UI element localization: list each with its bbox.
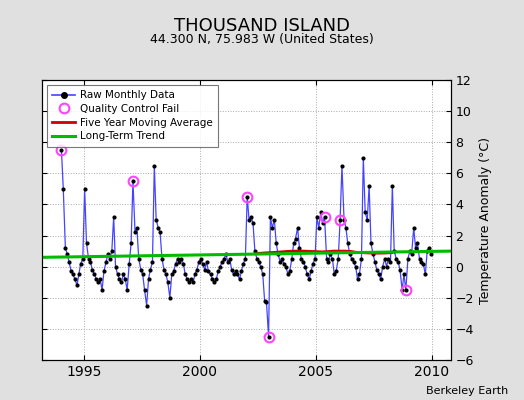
Text: 44.300 N, 75.983 W (United States): 44.300 N, 75.983 W (United States)	[150, 34, 374, 46]
Y-axis label: Temperature Anomaly (°C): Temperature Anomaly (°C)	[479, 136, 493, 304]
Text: Berkeley Earth: Berkeley Earth	[426, 386, 508, 396]
Legend: Raw Monthly Data, Quality Control Fail, Five Year Moving Average, Long-Term Tren: Raw Monthly Data, Quality Control Fail, …	[47, 85, 219, 146]
Text: THOUSAND ISLAND: THOUSAND ISLAND	[174, 17, 350, 35]
